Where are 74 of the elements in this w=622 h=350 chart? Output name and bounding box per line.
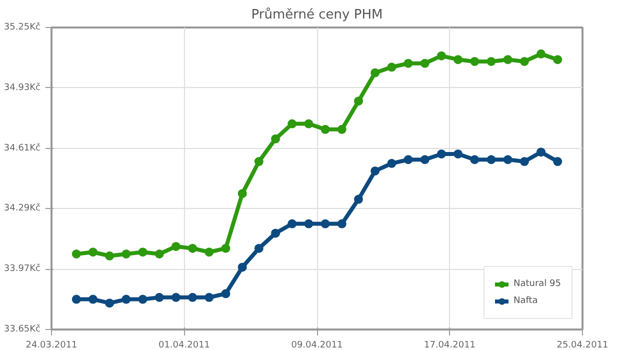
point bbox=[503, 55, 512, 64]
point bbox=[404, 58, 413, 68]
point bbox=[254, 157, 264, 166]
x-tick-label: 01.04.2011 bbox=[158, 340, 210, 350]
point bbox=[254, 244, 264, 253]
point bbox=[553, 157, 562, 166]
point bbox=[520, 56, 529, 66]
point bbox=[122, 250, 131, 258]
legend-label: Nafta bbox=[513, 296, 538, 306]
point bbox=[354, 96, 363, 106]
y-tick-label: 34.93Kč bbox=[4, 82, 41, 93]
point bbox=[553, 55, 562, 64]
point bbox=[404, 155, 413, 164]
y-tick-label: 33.97Kč bbox=[4, 263, 41, 274]
point bbox=[387, 158, 396, 168]
point bbox=[238, 262, 247, 272]
chart-title: Průměrné ceny PHM bbox=[251, 6, 383, 22]
point bbox=[387, 62, 396, 72]
point bbox=[221, 289, 230, 298]
point bbox=[420, 155, 430, 164]
point bbox=[420, 58, 430, 68]
point bbox=[204, 292, 214, 302]
point bbox=[154, 250, 164, 258]
point bbox=[171, 292, 180, 302]
point bbox=[320, 219, 330, 228]
y-tick-label: 33.65Kč bbox=[4, 324, 41, 334]
point bbox=[503, 155, 512, 164]
point bbox=[536, 49, 546, 58]
point bbox=[138, 294, 148, 304]
point bbox=[154, 292, 164, 302]
point bbox=[171, 242, 180, 251]
point bbox=[188, 292, 198, 302]
point bbox=[288, 119, 297, 128]
point bbox=[188, 244, 198, 253]
point bbox=[88, 248, 98, 257]
legend-label: Natural 95 bbox=[513, 279, 561, 289]
point bbox=[454, 55, 463, 64]
point bbox=[436, 149, 446, 158]
point bbox=[470, 56, 480, 66]
x-tick-label: 17.04.2011 bbox=[424, 340, 476, 350]
y-tick-label: 35.25Kč bbox=[4, 22, 41, 32]
point bbox=[536, 148, 546, 157]
point bbox=[271, 228, 280, 238]
x-tick-label: 09.04.2011 bbox=[291, 340, 343, 350]
point bbox=[288, 219, 297, 228]
point bbox=[370, 68, 380, 78]
point bbox=[204, 248, 214, 257]
point bbox=[370, 166, 380, 176]
point bbox=[320, 124, 330, 134]
x-tick-label: 25.04.2011 bbox=[556, 340, 608, 350]
point bbox=[271, 134, 280, 144]
point bbox=[520, 157, 529, 166]
x-tick-label: 24.03.2011 bbox=[26, 340, 78, 350]
point bbox=[105, 298, 114, 308]
point bbox=[486, 56, 496, 66]
point bbox=[238, 189, 247, 198]
point bbox=[337, 219, 346, 228]
point bbox=[354, 194, 363, 204]
point bbox=[122, 294, 131, 304]
point bbox=[105, 251, 114, 260]
y-tick-label: 34.61Kč bbox=[4, 142, 41, 154]
point bbox=[337, 124, 346, 134]
point bbox=[221, 244, 230, 253]
y-tick-label: 34.29Kč bbox=[4, 202, 41, 214]
point bbox=[138, 248, 148, 257]
point bbox=[304, 119, 314, 128]
point bbox=[470, 155, 480, 164]
point bbox=[436, 51, 446, 60]
point bbox=[486, 155, 496, 164]
point bbox=[88, 294, 98, 304]
point bbox=[72, 294, 81, 304]
point bbox=[454, 149, 463, 158]
point bbox=[72, 250, 81, 258]
point bbox=[304, 219, 314, 228]
